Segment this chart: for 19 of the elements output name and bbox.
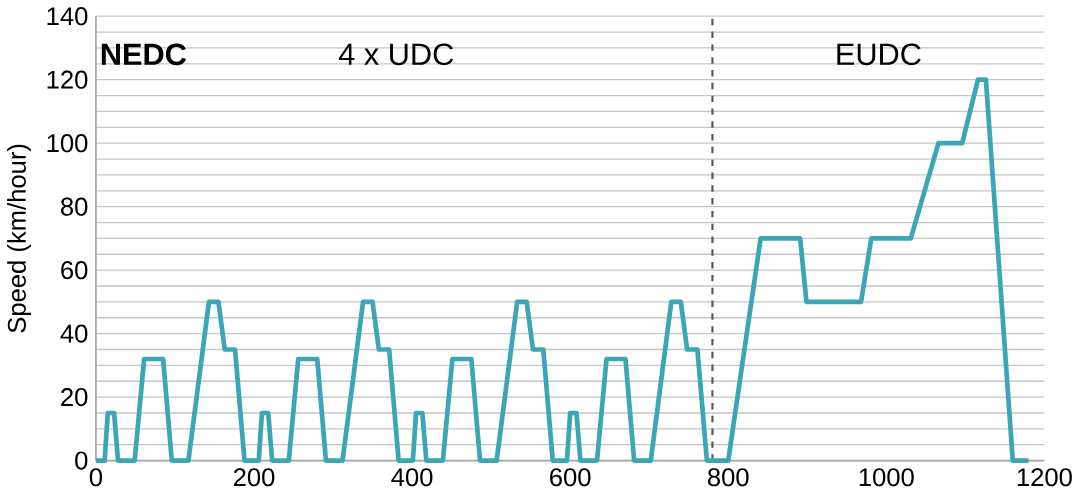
- x-tick-label: 200: [233, 467, 275, 487]
- y-tick-label: 0: [75, 451, 88, 470]
- x-tick-label: 800: [707, 467, 749, 487]
- annotation: NEDC: [101, 43, 187, 65]
- x-tick-label: 1000: [859, 467, 914, 487]
- y-tick-label: 120: [47, 70, 88, 89]
- x-tick-label: 1200: [1017, 467, 1072, 487]
- x-tick-label: 0: [89, 467, 103, 487]
- y-tick-label: 20: [61, 387, 88, 406]
- y-tick-label: 60: [61, 260, 88, 279]
- y-tick-label: 40: [60, 324, 88, 343]
- y-axis-title: Speed (km/hour): [7, 144, 32, 333]
- y-tick-label: 80: [61, 197, 88, 216]
- x-tick-label: 400: [391, 467, 433, 487]
- y-tick-label: 100: [47, 133, 88, 153]
- annotation: EUDC: [837, 43, 921, 65]
- x-tick-label: 600: [550, 467, 591, 487]
- y-tick-label: 140: [47, 6, 88, 26]
- annotation: 4 x UDC: [338, 43, 454, 65]
